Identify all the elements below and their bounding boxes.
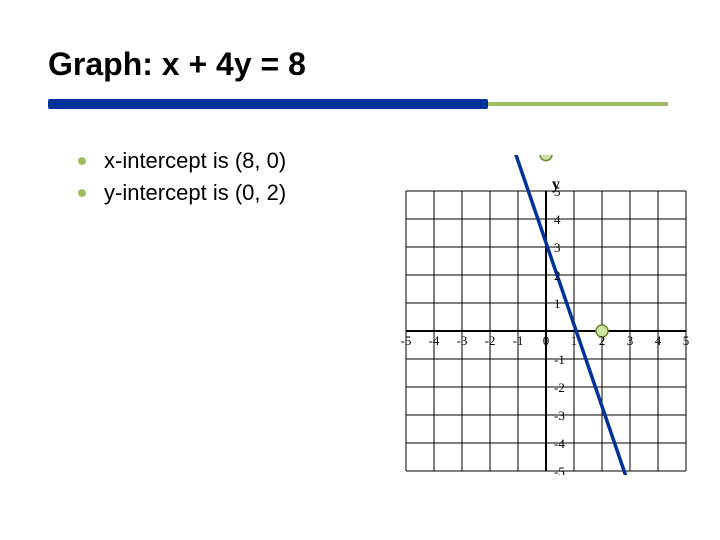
svg-text:3: 3 (627, 333, 634, 348)
svg-text:2: 2 (599, 333, 606, 348)
svg-text:5: 5 (683, 333, 690, 348)
svg-text:-1: -1 (554, 352, 565, 367)
svg-text:4: 4 (655, 333, 662, 348)
svg-text:2: 2 (554, 268, 561, 283)
svg-text:1: 1 (554, 296, 561, 311)
slide-title: Graph: x + 4y = 8 (48, 46, 306, 83)
svg-text:-3: -3 (554, 408, 565, 423)
svg-text:-2: -2 (485, 333, 496, 348)
svg-text:4: 4 (554, 212, 561, 227)
svg-text:0: 0 (543, 333, 550, 348)
title-underline-bar (48, 99, 488, 109)
bullet-icon (78, 157, 86, 165)
svg-text:1: 1 (571, 333, 578, 348)
svg-text:3: 3 (554, 240, 561, 255)
bullet-icon (78, 189, 86, 197)
svg-text:-4: -4 (429, 333, 440, 348)
svg-text:-2: -2 (554, 380, 565, 395)
coordinate-graph: -5-4-3-2-101234512345-1-2-3-4-5yx (378, 155, 698, 475)
list-item: y-intercept is (0, 2) (78, 180, 286, 206)
bullet-text: x-intercept is (8, 0) (104, 148, 286, 174)
svg-text:-4: -4 (554, 436, 565, 451)
svg-text:-5: -5 (554, 464, 565, 475)
svg-text:-3: -3 (457, 333, 468, 348)
svg-text:y: y (552, 176, 560, 193)
list-item: x-intercept is (8, 0) (78, 148, 286, 174)
svg-text:-1: -1 (513, 333, 524, 348)
bullet-text: y-intercept is (0, 2) (104, 180, 286, 206)
bullet-list: x-intercept is (8, 0) y-intercept is (0,… (78, 148, 286, 212)
svg-text:-5: -5 (401, 333, 412, 348)
